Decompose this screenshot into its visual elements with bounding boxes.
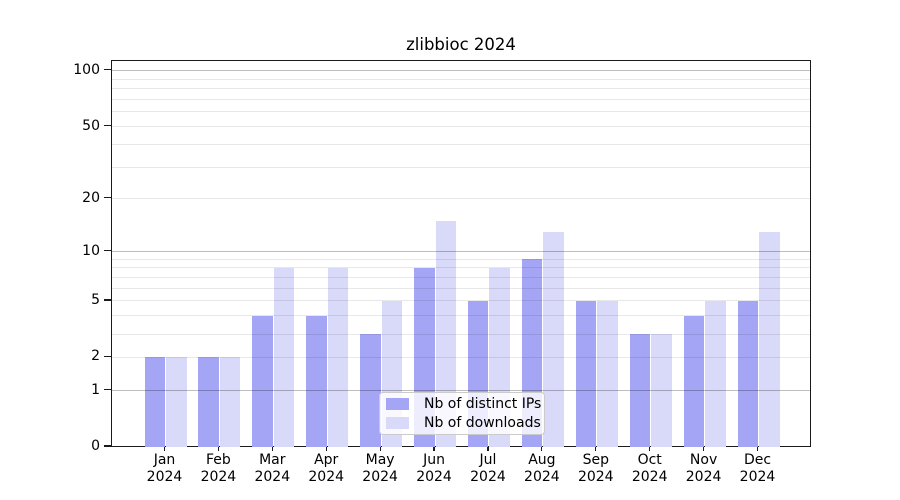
y-tick-label-10: 10 xyxy=(82,242,100,259)
x-tick-label-dec: Dec 2024 xyxy=(739,452,776,485)
bar-downloads-apr xyxy=(327,267,349,447)
x-tick-may xyxy=(379,446,381,451)
bar-distinct-ips-may xyxy=(360,334,381,447)
y-tick-20 xyxy=(104,197,111,199)
y-tick-10 xyxy=(104,249,111,252)
legend-swatch-downloads xyxy=(386,416,409,429)
bar-distinct-ips-dec xyxy=(737,300,758,447)
x-tick-label-mar: Mar 2024 xyxy=(254,452,291,485)
y-tick-label-0: 0 xyxy=(91,438,100,454)
x-tick-sep xyxy=(595,446,597,451)
bar-downloads-dec xyxy=(759,231,780,447)
x-tick-nov xyxy=(702,446,705,451)
bar-downloads-nov xyxy=(705,300,726,447)
bar-downloads-feb xyxy=(219,357,241,447)
y-tick-label-100: 100 xyxy=(73,61,100,78)
plot-area xyxy=(111,60,811,447)
y-tick-label-1: 1 xyxy=(91,381,100,398)
x-tick-label-apr: Apr 2024 xyxy=(308,452,345,485)
y-tick-100 xyxy=(104,69,111,71)
legend-label-downloads: Nb of downloads xyxy=(424,414,541,431)
legend-label-distinct-ips: Nb of distinct IPs xyxy=(424,396,542,413)
bar-downloads-aug xyxy=(543,231,564,447)
y-tick-5 xyxy=(104,299,111,301)
bar-distinct-ips-jan xyxy=(144,357,165,447)
x-tick-jul xyxy=(487,446,489,451)
bar-distinct-ips-sep xyxy=(575,300,597,447)
x-tick-label-may: May 2024 xyxy=(362,452,398,485)
x-tick-label-sep: Sep 2024 xyxy=(577,452,614,485)
chart-title: zlibbioc 2024 xyxy=(406,35,516,54)
bar-downloads-jun xyxy=(435,221,457,447)
bar-downloads-jan xyxy=(166,357,187,447)
bar-distinct-ips-mar xyxy=(252,315,273,447)
x-tick-feb xyxy=(217,446,219,451)
x-tick-jan xyxy=(163,446,166,451)
x-tick-label-jul: Jul 2024 xyxy=(470,452,506,485)
x-tick-label-aug: Aug 2024 xyxy=(524,452,560,485)
x-tick-aug xyxy=(541,446,543,451)
y-tick-label-20: 20 xyxy=(82,189,100,206)
y-tick-2 xyxy=(104,355,111,358)
x-tick-label-nov: Nov 2024 xyxy=(685,452,722,485)
bar-distinct-ips-nov xyxy=(683,315,705,447)
bar-downloads-mar xyxy=(273,267,295,447)
y-tick-1 xyxy=(104,388,111,391)
x-tick-dec xyxy=(756,446,759,451)
x-tick-jun xyxy=(433,446,435,451)
bars-layer xyxy=(112,61,810,447)
x-tick-label-jan: Jan 2024 xyxy=(146,452,183,485)
x-tick-apr xyxy=(325,446,327,451)
y-tick-0 xyxy=(104,445,111,447)
x-tick-mar xyxy=(271,446,273,451)
bar-downloads-oct xyxy=(651,334,672,447)
bar-distinct-ips-oct xyxy=(629,334,651,447)
x-tick-oct xyxy=(649,446,651,451)
x-tick-label-feb: Feb 2024 xyxy=(200,452,237,485)
legend-swatch-distinct-ips xyxy=(386,398,409,411)
y-tick-label-50: 50 xyxy=(82,117,100,134)
y-tick-label-2: 2 xyxy=(91,348,100,365)
bar-distinct-ips-apr xyxy=(306,315,327,447)
bar-distinct-ips-feb xyxy=(198,357,219,447)
x-tick-label-oct: Oct 2024 xyxy=(631,452,668,485)
y-tick-50 xyxy=(104,124,111,127)
y-tick-label-5: 5 xyxy=(91,291,100,308)
bar-downloads-sep xyxy=(597,300,618,447)
legend-row-distinct-ips: Nb of distinct IPs xyxy=(386,395,542,414)
x-tick-label-jun: Jun 2024 xyxy=(416,452,452,485)
legend-row-downloads: Nb of downloads xyxy=(386,414,541,433)
legend: Nb of distinct IPs Nb of downloads xyxy=(379,392,545,435)
